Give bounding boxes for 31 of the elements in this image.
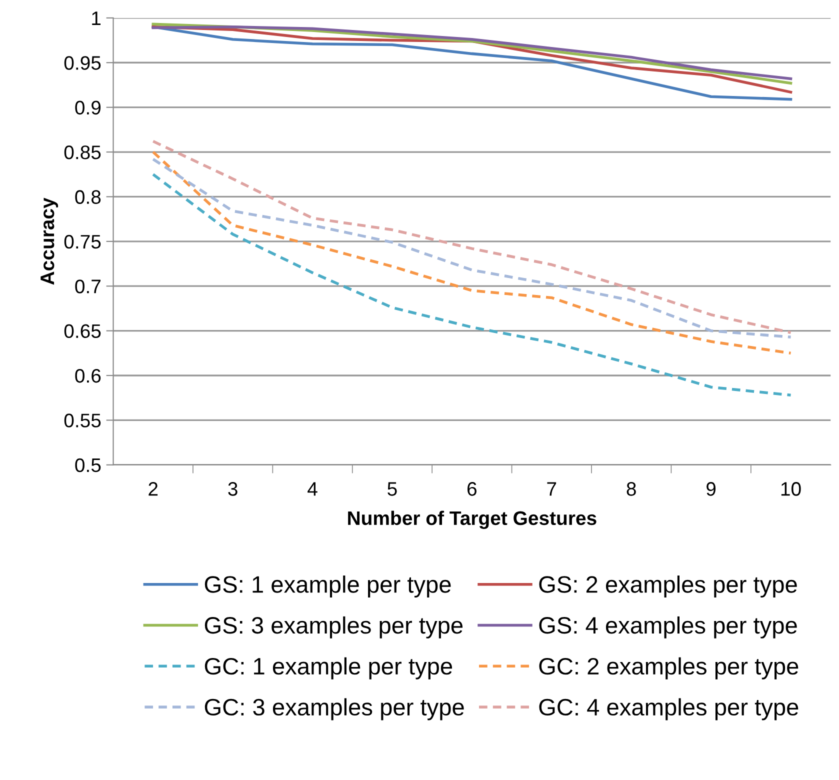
y-tick-label: 0.7 [75, 280, 100, 294]
x-tick-label: 6 [468, 482, 476, 496]
legend-label: GC: 2 examples per type [539, 657, 798, 680]
x-tick-label: 9 [706, 482, 716, 496]
y-tick-label: 0.65 [64, 324, 101, 338]
line-series [152, 172, 792, 397]
legend-label: GS: 4 examples per type [539, 616, 797, 638]
legend-label: GC: 3 examples per type [204, 698, 464, 720]
y-tick-label: 1 [92, 12, 101, 25]
x-tick-label: 3 [228, 482, 238, 496]
y-tick-label: 0.5 [75, 458, 101, 472]
y-tick-label: 0.6 [75, 368, 101, 383]
legend-label: GC: 4 examples per type [539, 698, 798, 720]
legend-label: GC: 1 example per type [204, 657, 452, 680]
y-tick-label: 0.95 [64, 56, 101, 70]
x-tick-label: 2 [148, 482, 158, 496]
legend-label: GS: 3 examples per type [204, 616, 463, 638]
x-tick-label: 10 [781, 482, 801, 496]
legend-label: GS: 1 example per type [204, 576, 451, 598]
x-tick-label: 5 [388, 482, 397, 496]
y-tick-label: 0.85 [64, 145, 101, 160]
legend-label: GS: 2 examples per type [539, 576, 797, 598]
x-tick-label: 4 [308, 482, 318, 496]
x-axis-title: Number of Target Gestures [348, 510, 596, 529]
x-tick-label: 7 [547, 482, 556, 496]
y-tick-label: 0.55 [64, 414, 101, 428]
y-tick-label: 0.9 [75, 100, 101, 115]
y-tick-label: 0.8 [75, 190, 101, 204]
x-tick-label: 8 [626, 482, 636, 496]
y-axis-title: Accuracy [40, 198, 58, 285]
y-tick-label: 0.75 [64, 234, 101, 249]
